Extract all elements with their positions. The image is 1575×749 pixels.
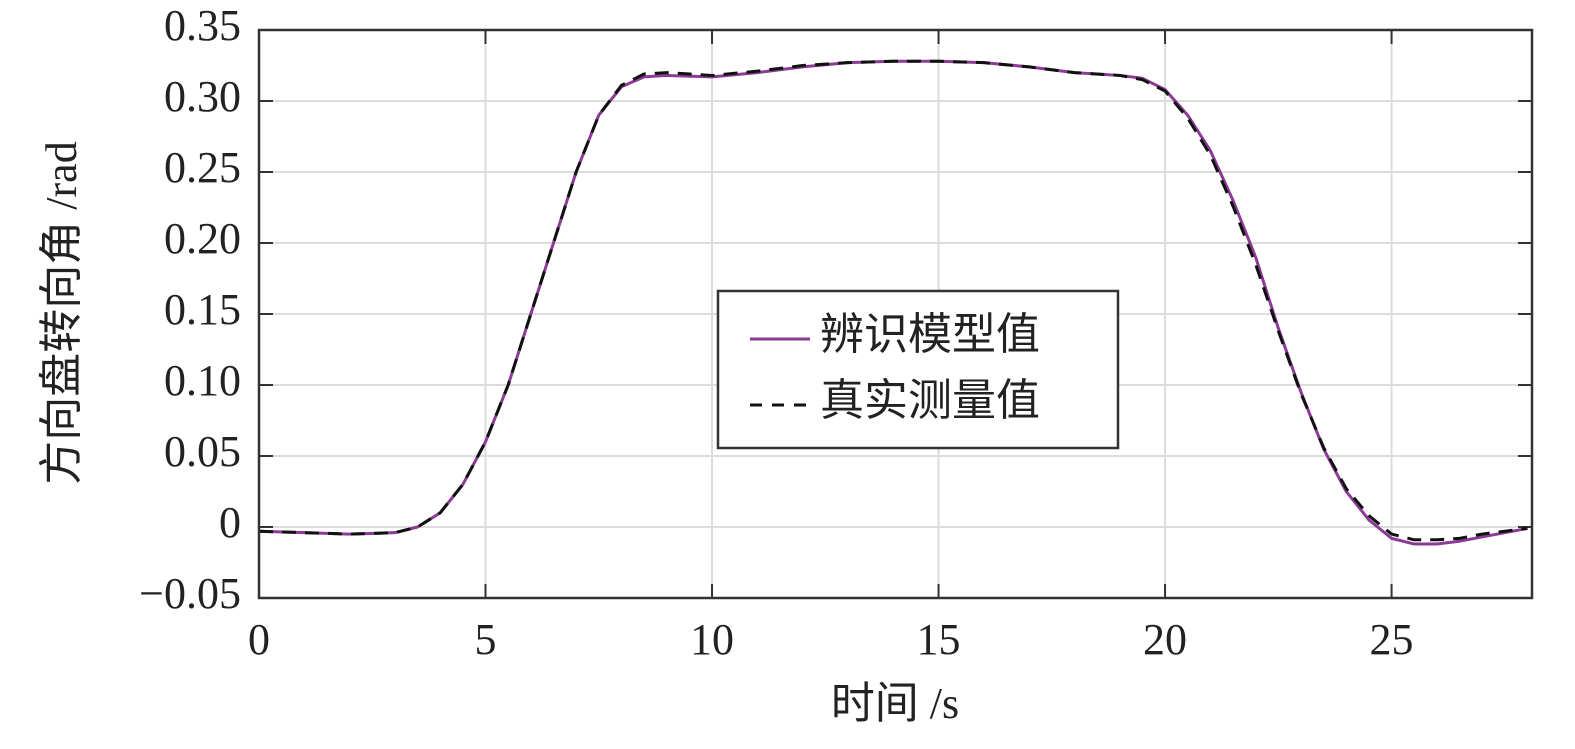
x-axis-label: 时间 /s bbox=[831, 679, 959, 728]
y-tick-label: 0.25 bbox=[164, 143, 241, 192]
y-axis-label: 方向盘转向角 /rad bbox=[37, 141, 86, 484]
y-tick-label: 0.20 bbox=[164, 214, 241, 263]
x-tick-label: 10 bbox=[690, 615, 734, 664]
y-tick-label: 0.30 bbox=[164, 72, 241, 121]
y-tick-label: 0 bbox=[219, 498, 241, 547]
y-tick-label: 0.35 bbox=[164, 1, 241, 50]
legend-label: 辨识模型值 bbox=[820, 310, 1040, 359]
x-tick-label: 5 bbox=[475, 615, 497, 664]
x-tick-label: 25 bbox=[1370, 615, 1414, 664]
data-line bbox=[258, 59, 1528, 542]
x-tick-label: 20 bbox=[1143, 615, 1187, 664]
y-tick-label: −0.05 bbox=[139, 569, 241, 618]
y-tick-label: 0.10 bbox=[164, 356, 241, 405]
plot-frame bbox=[257, 28, 1534, 600]
x-tick-label: 0 bbox=[248, 615, 270, 664]
legend-box bbox=[716, 289, 1120, 450]
y-tick-label: 0.05 bbox=[164, 427, 241, 476]
legend-label: 真实测量值 bbox=[820, 376, 1040, 425]
x-tick-label: 15 bbox=[917, 615, 961, 664]
y-tick-label: 0.15 bbox=[164, 285, 241, 334]
